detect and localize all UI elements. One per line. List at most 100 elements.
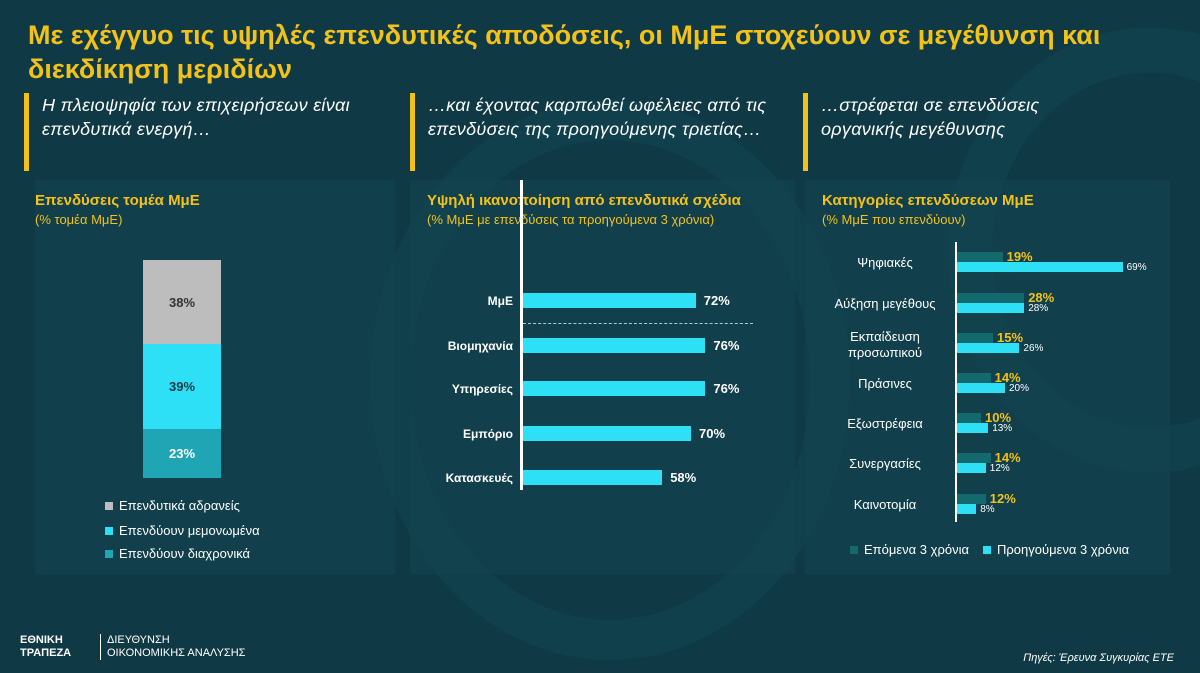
- bar-next-3-years: [957, 252, 1003, 262]
- segment-label: 23%: [168, 446, 196, 461]
- department-name: ΔΙΕΥΘΥΝΣΗ ΟΙΚΟΝΟΜΙΚΗΣ ΑΝΑΛΥΣΗΣ: [100, 634, 245, 660]
- value-next-3-years: 12%: [989, 491, 1016, 506]
- bar-next-3-years: [957, 453, 991, 463]
- bar-next-3-years: [957, 293, 1025, 303]
- divider-line: [523, 323, 753, 324]
- source-note: Πηγές: Έρευνα Συγκυρίας ΕΤΕ: [1023, 652, 1174, 664]
- intro-text: …στρέφεται σε επενδύσεις οργανικής μεγέθ…: [821, 95, 1040, 139]
- bar-previous-3-years: [957, 343, 1020, 353]
- category-label: Συνεργασίες: [820, 456, 950, 472]
- categories-axis: [955, 242, 957, 522]
- bar-previous-3-years: [957, 423, 989, 433]
- category-label: Εκπαίδευση προσωπικού: [820, 329, 950, 361]
- value-previous-3-years: 26%: [1023, 343, 1044, 354]
- value-label: 58%: [670, 470, 697, 485]
- bar: [523, 470, 663, 485]
- categories-panel: Κατηγορίες επενδύσεων ΜμΕ (% ΜμΕ που επε…: [805, 180, 1170, 574]
- category-label-line: Συνεργασίες: [849, 456, 921, 471]
- page-title: Με εχέγγυο τις υψηλές επενδυτικές αποδόσ…: [28, 20, 1101, 84]
- intro-investment: Η πλειοψηφία των επιχειρήσεων είναι επεν…: [24, 93, 372, 171]
- category-label-line: Εξωστρέφεια: [847, 416, 923, 431]
- bar-next-3-years: [957, 333, 993, 343]
- bar-next-3-years: [957, 373, 991, 383]
- value-previous-3-years: 20%: [1009, 383, 1030, 394]
- chart-subtitle: (% ΜμΕ με επενδύσεις τα προηγούμενα 3 χρ…: [427, 212, 715, 227]
- value-label: 72%: [703, 293, 730, 308]
- legend-label: Προηγούμενα 3 χρόνια: [997, 542, 1130, 557]
- logo-line: ΤΡΑΠΕΖΑ: [20, 647, 72, 659]
- bar-next-3-years: [957, 494, 986, 504]
- legend-label: Επόμενα 3 χρόνια: [864, 542, 969, 557]
- value-next-3-years: 28%: [1028, 290, 1055, 305]
- chart-subtitle: (% ΜμΕ που επενδύουν): [822, 212, 966, 227]
- bar: [523, 381, 706, 396]
- chart-title: Υψηλή ικανοποίηση από επενδυτικά σχέδια: [427, 192, 741, 209]
- segment-label: 38%: [168, 294, 196, 310]
- value-previous-3-years: 69%: [1126, 262, 1147, 273]
- value-next-3-years: 14%: [994, 450, 1021, 465]
- legend-swatch: [105, 526, 113, 535]
- chart-title: Κατηγορίες επενδύσεων ΜμΕ: [822, 192, 1034, 209]
- bar: [523, 338, 706, 353]
- category-label-line: προσωπικού: [847, 345, 923, 360]
- legend-item-single: Επενδύουν μεμονωμένα: [105, 523, 260, 538]
- bar: [523, 293, 696, 308]
- value-previous-3-years: 12%: [989, 463, 1010, 474]
- category-label: Βιομηχανία: [447, 339, 513, 353]
- value-previous-3-years: 28%: [1028, 303, 1049, 314]
- category-label: Ψηφιακές: [820, 255, 950, 271]
- category-label: Κατασκευές: [445, 471, 513, 485]
- value-label: 76%: [713, 381, 740, 396]
- segment-inactive: 38%: [143, 260, 221, 344]
- value-previous-3-years: 8%: [980, 504, 995, 515]
- legend-swatch: [983, 545, 991, 554]
- intro-categories: …στρέφεται σε επενδύσεις οργανικής μεγέθ…: [803, 93, 1121, 171]
- category-label-line: Καινοτομία: [853, 497, 917, 512]
- satisfaction-axis: [520, 180, 523, 490]
- legend-swatch: [850, 545, 858, 554]
- legend-item-inactive: Επενδυτικά αδρανείς: [105, 498, 240, 513]
- legend-item-continuous: Επενδύουν διαχρονικά: [105, 546, 250, 561]
- value-label: 76%: [713, 338, 740, 353]
- legend-label: Επενδύουν μεμονωμένα: [119, 523, 260, 538]
- bar: [523, 426, 691, 441]
- bank-logo: ΕΘΝΙΚΗ ΤΡΑΠΕΖΑ: [20, 634, 71, 660]
- logo-line: ΕΘΝΙΚΗ: [20, 634, 63, 646]
- intro-satisfaction: …και έχοντας καρπωθεί ωφέλειες από τις ε…: [410, 93, 798, 171]
- value-label: 70%: [699, 426, 726, 441]
- dept-line: ΟΙΚΟΝΟΜΙΚΗΣ ΑΝΑΛΥΣΗΣ: [107, 647, 246, 659]
- bar-previous-3-years: [957, 303, 1025, 313]
- satisfaction-panel: Υψηλή ικανοποίηση από επενδυτικά σχέδια …: [410, 180, 795, 574]
- value-next-3-years: 19%: [1006, 249, 1033, 264]
- category-label: Εμπόριο: [463, 427, 513, 441]
- sme-investment-panel: Επενδύσεις τομέα ΜμΕ (% τομέα ΜμΕ) 38% 3…: [35, 180, 395, 574]
- category-label: Καινοτομία: [820, 497, 950, 513]
- legend-swatch: [105, 549, 113, 558]
- bar-previous-3-years: [957, 383, 1005, 393]
- segment-continuous: 23%: [143, 429, 221, 478]
- value-next-3-years: 14%: [994, 370, 1021, 385]
- legend-swatch: [105, 501, 113, 510]
- segment-single: 39%: [143, 344, 221, 429]
- legend-label: Επενδύουν διαχρονικά: [119, 546, 251, 561]
- legend-item-prev: Προηγούμενα 3 χρόνια: [983, 542, 1129, 557]
- bar-previous-3-years: [957, 463, 986, 473]
- intro-text: …και έχοντας καρπωθεί ωφέλειες από τις ε…: [428, 95, 767, 139]
- bar-next-3-years: [957, 413, 981, 423]
- value-next-3-years: 15%: [997, 330, 1024, 345]
- bar-previous-3-years: [957, 504, 977, 514]
- segment-label: 39%: [168, 379, 196, 394]
- legend-item-next: Επόμενα 3 χρόνια: [850, 542, 969, 557]
- bar-previous-3-years: [957, 262, 1123, 272]
- category-label: ΜμΕ: [487, 294, 513, 308]
- intro-text: Η πλειοψηφία των επιχειρήσεων είναι επεν…: [42, 95, 350, 139]
- chart-title: Επενδύσεις τομέα ΜμΕ: [35, 192, 200, 209]
- category-label-line: Εκπαίδευση: [850, 329, 920, 344]
- category-label: Εξωστρέφεια: [820, 416, 950, 432]
- value-next-3-years: 10%: [985, 410, 1012, 425]
- legend-label: Επενδυτικά αδρανείς: [119, 498, 240, 513]
- category-label: Πράσινες: [820, 376, 950, 392]
- value-previous-3-years: 13%: [992, 423, 1013, 434]
- category-label-line: Ψηφιακές: [857, 255, 913, 270]
- chart-subtitle: (% τομέα ΜμΕ): [35, 212, 123, 227]
